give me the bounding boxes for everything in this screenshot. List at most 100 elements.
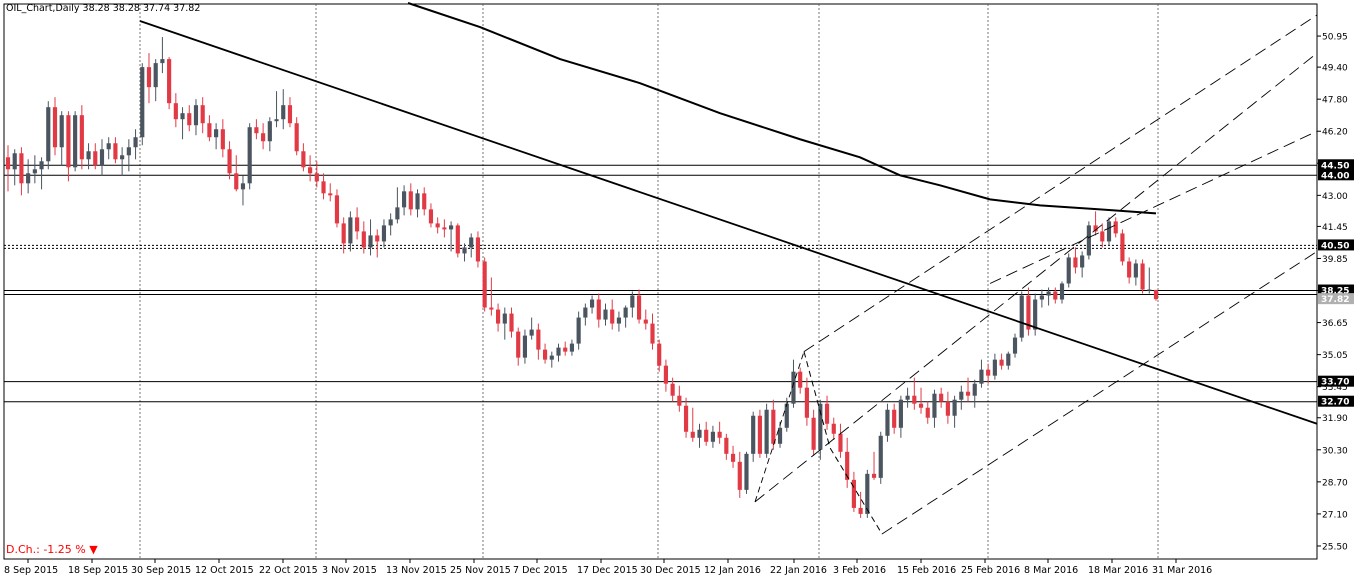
candle-body xyxy=(717,431,722,438)
x-tick-label: 31 Mar 2016 xyxy=(1152,565,1212,576)
candle-body xyxy=(247,127,252,184)
y-tick-label: 25.50 xyxy=(1322,542,1348,552)
candle-body xyxy=(1086,225,1091,256)
candle-body xyxy=(1012,337,1018,354)
candle-body xyxy=(905,395,910,400)
candle-body xyxy=(858,507,863,514)
candle-body xyxy=(341,223,346,244)
candle-body xyxy=(724,437,729,454)
candle-body xyxy=(415,193,420,210)
candle-body xyxy=(140,67,145,138)
level-tag xyxy=(1318,293,1354,305)
level-tag xyxy=(1318,159,1354,171)
y-tick-label: 28.70 xyxy=(1322,478,1348,488)
candle-body xyxy=(811,417,816,450)
candle-body xyxy=(187,113,192,126)
plot-frame xyxy=(3,3,1318,560)
candle-body xyxy=(771,409,776,444)
candle-body xyxy=(979,369,984,384)
candle-body xyxy=(180,113,185,120)
candle-body xyxy=(878,435,883,478)
candle-body xyxy=(52,107,58,148)
candle-body xyxy=(549,355,554,360)
y-tick-label: 35.05 xyxy=(1322,351,1348,361)
x-tick-label: 15 Feb 2016 xyxy=(897,565,956,576)
candle-body xyxy=(19,153,24,184)
downtrend-line xyxy=(139,20,1318,425)
candle-body xyxy=(818,403,823,450)
candle-body xyxy=(690,431,695,438)
candle-body xyxy=(79,115,84,160)
candle-body xyxy=(1039,295,1044,300)
candle-body xyxy=(274,119,279,122)
candle-body xyxy=(838,433,843,452)
candle-body xyxy=(1106,221,1112,242)
candle-body xyxy=(328,193,333,196)
level-tag xyxy=(1318,395,1354,407)
candle-body xyxy=(824,403,830,424)
candle-body xyxy=(214,129,219,138)
candle-body xyxy=(704,429,709,442)
x-tick-label: 12 Jan 2016 xyxy=(704,565,761,576)
candle-body xyxy=(999,359,1004,366)
candle-body xyxy=(610,309,615,324)
candle-body xyxy=(234,173,239,190)
level-tag-label: 44.00 xyxy=(1321,171,1349,181)
x-tick-label: 12 Oct 2015 xyxy=(195,565,254,576)
candle-body xyxy=(220,129,225,150)
y-tick-label: 27.10 xyxy=(1322,510,1348,520)
candle-body xyxy=(193,105,199,126)
candle-body xyxy=(1033,299,1038,330)
candle-body xyxy=(455,225,460,254)
candle-body xyxy=(657,343,662,366)
candle-body xyxy=(355,217,360,232)
level-tag-label: 33.70 xyxy=(1321,378,1349,388)
candle-body xyxy=(576,317,581,344)
candle-body xyxy=(99,149,105,166)
y-tick-label: 31.90 xyxy=(1322,414,1348,424)
candle-body xyxy=(39,161,44,170)
candle-body xyxy=(932,393,937,418)
candle-body xyxy=(86,151,91,160)
candle-body xyxy=(428,209,434,224)
candle-body xyxy=(737,461,742,490)
candle-body xyxy=(240,183,246,190)
candle-body xyxy=(697,429,702,438)
level-tag xyxy=(1318,284,1354,296)
candle-body xyxy=(200,105,205,124)
candle-body xyxy=(482,261,487,308)
candle-body xyxy=(569,343,575,352)
candle-body xyxy=(925,407,930,418)
candle-body xyxy=(462,247,467,254)
candle-body xyxy=(623,307,628,318)
candle-body xyxy=(46,107,51,162)
candle-body xyxy=(945,401,950,416)
candle-body xyxy=(227,149,232,174)
y-tick-label: 49.40 xyxy=(1322,64,1348,74)
candle-body xyxy=(469,237,474,248)
candle-body xyxy=(435,223,440,228)
candle-body xyxy=(442,227,447,230)
x-tick-label: 8 Mar 2016 xyxy=(1024,565,1078,576)
x-tick-label: 25 Feb 2016 xyxy=(961,565,1020,576)
candle-body xyxy=(120,155,125,160)
candle-body xyxy=(563,347,568,352)
candle-body xyxy=(650,323,655,344)
candle-body xyxy=(663,365,668,384)
candle-body xyxy=(113,143,118,160)
level-tag-label: 37.82 xyxy=(1321,295,1349,305)
y-tick-label: 50.95 xyxy=(1322,33,1348,43)
candle-body xyxy=(636,295,642,320)
candle-body xyxy=(1120,233,1125,262)
candle-body xyxy=(1100,231,1105,242)
candle-body xyxy=(26,173,31,184)
candle-body xyxy=(522,335,528,358)
channel-line-upper-a xyxy=(754,52,1318,503)
candle-body xyxy=(361,231,366,248)
candle-body xyxy=(422,193,427,210)
candle-body xyxy=(589,299,595,308)
candle-body xyxy=(1093,225,1098,232)
candle-body xyxy=(254,127,259,134)
candle-body xyxy=(408,191,413,210)
